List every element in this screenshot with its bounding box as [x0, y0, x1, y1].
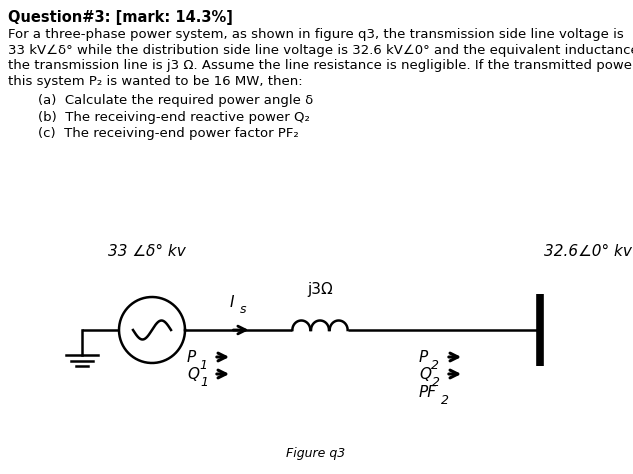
Text: (b)  The receiving-end reactive power Q₂: (b) The receiving-end reactive power Q₂ [38, 110, 310, 124]
Text: (a)  Calculate the required power angle δ: (a) Calculate the required power angle δ [38, 94, 313, 107]
Text: PF: PF [419, 385, 437, 400]
Text: the transmission line is j3 Ω. Assume the line resistance is negligible. If the : the transmission line is j3 Ω. Assume th… [8, 59, 633, 72]
Text: 2: 2 [432, 376, 440, 389]
Text: 2: 2 [431, 359, 439, 372]
Text: (c)  The receiving-end power factor PF₂: (c) The receiving-end power factor PF₂ [38, 127, 299, 140]
Text: For a three-phase power system, as shown in figure q3, the transmission side lin: For a three-phase power system, as shown… [8, 28, 624, 41]
Text: 1: 1 [200, 376, 208, 389]
Text: Q: Q [187, 367, 199, 382]
Text: I: I [230, 295, 234, 310]
Text: P: P [187, 350, 196, 365]
Text: P: P [419, 350, 429, 365]
Text: Figure q3: Figure q3 [286, 447, 346, 460]
Text: 33 ∠δ° kv: 33 ∠δ° kv [108, 244, 185, 259]
Text: Q: Q [419, 367, 431, 382]
Text: this system P₂ is wanted to be 16 MW, then:: this system P₂ is wanted to be 16 MW, th… [8, 74, 303, 88]
Text: j3Ω: j3Ω [307, 282, 333, 297]
Text: s: s [239, 303, 246, 316]
Text: 32.6∠0° kv: 32.6∠0° kv [544, 244, 632, 259]
Text: 2: 2 [441, 394, 449, 407]
Text: 1: 1 [199, 359, 207, 372]
Text: Question#3: [mark: 14.3%]: Question#3: [mark: 14.3%] [8, 10, 233, 25]
Text: 33 kV∠δ° while the distribution side line voltage is 32.6 kV∠0° and the equivale: 33 kV∠δ° while the distribution side lin… [8, 44, 633, 56]
